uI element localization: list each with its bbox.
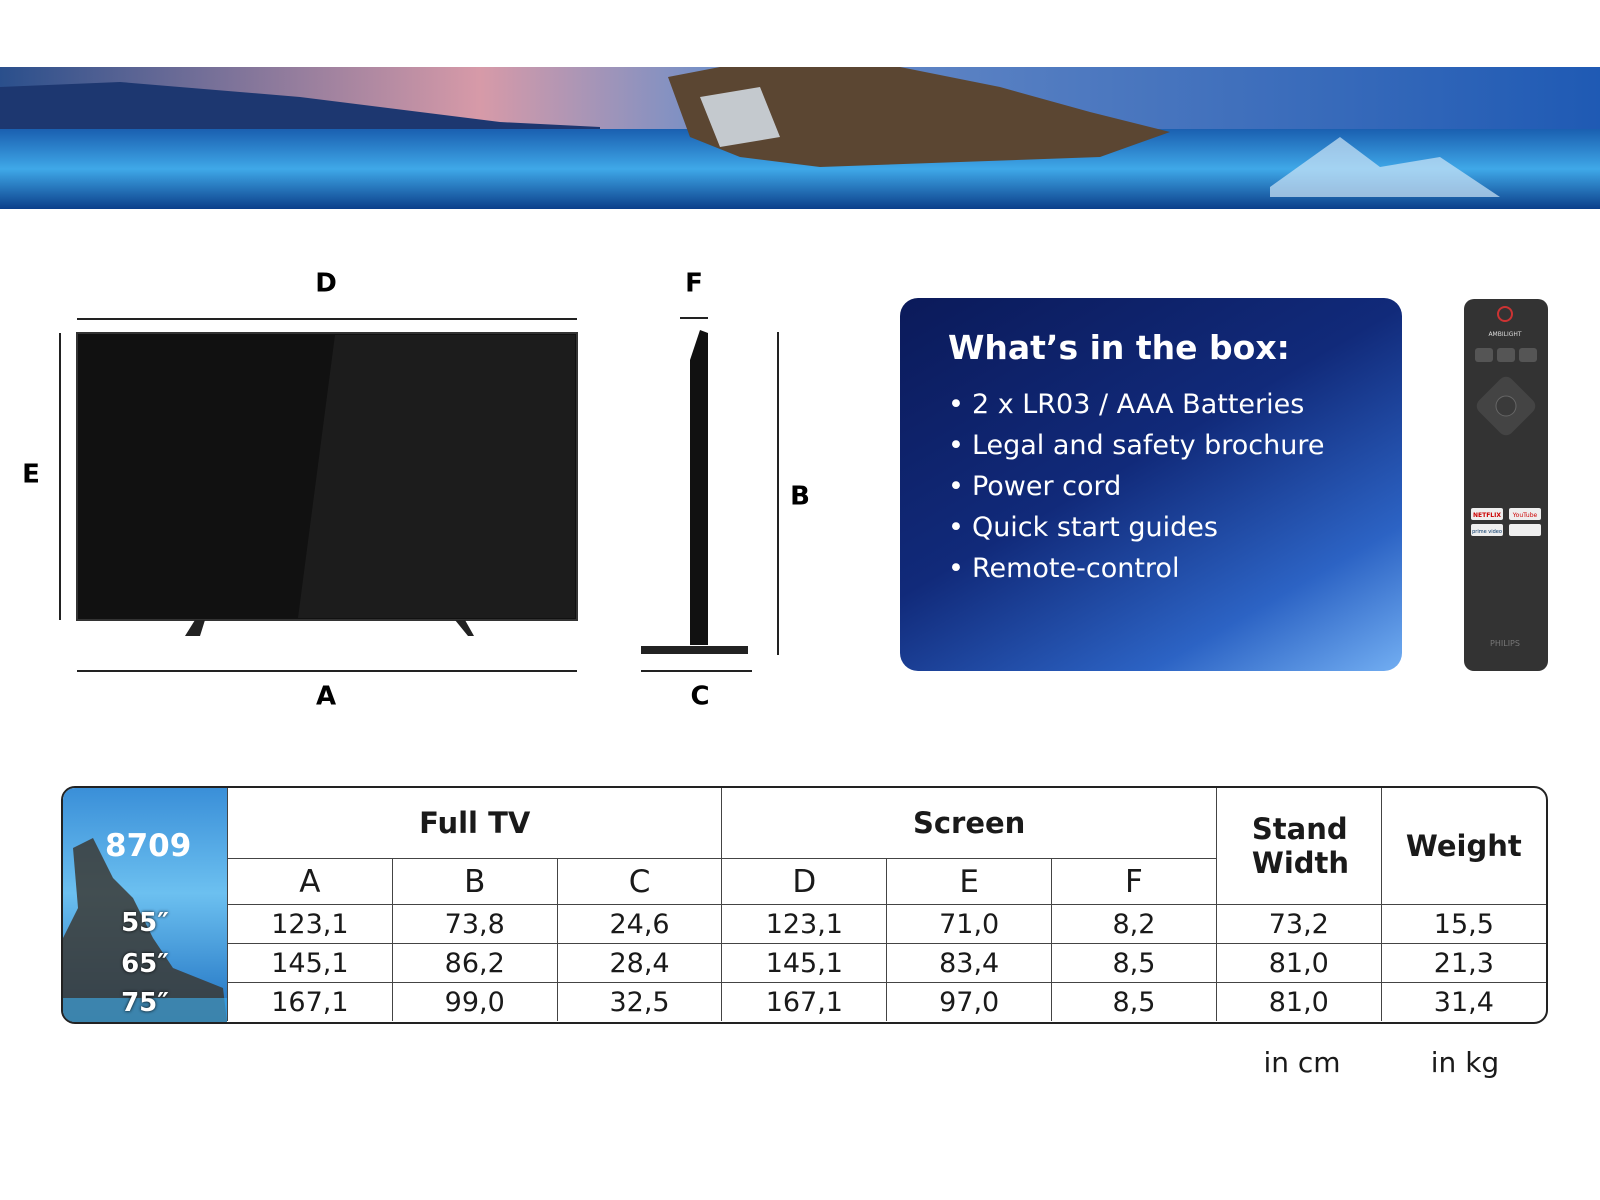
table-cell: 145,1 bbox=[227, 943, 393, 983]
dim-label: E bbox=[22, 460, 40, 490]
table-cell: 8,2 bbox=[1051, 904, 1217, 944]
tv-reflection bbox=[298, 335, 575, 618]
dim-label: D bbox=[315, 269, 337, 299]
dim-label: B bbox=[790, 482, 810, 512]
remote-body bbox=[1464, 299, 1548, 671]
table-cell: 167,1 bbox=[721, 982, 888, 1021]
box-item: Power cord bbox=[948, 466, 1325, 507]
button bbox=[1471, 508, 1503, 520]
unit-label: in cm bbox=[1263, 1046, 1341, 1079]
table-cell: 123,1 bbox=[721, 904, 888, 944]
table-cell: 81,0 bbox=[1215, 943, 1382, 983]
banner-art bbox=[0, 67, 1600, 209]
table-cell: 31,4 bbox=[1380, 982, 1546, 1021]
table-cell: 145,1 bbox=[721, 943, 888, 983]
box-item: Remote-control bbox=[948, 548, 1325, 589]
tv-stand bbox=[641, 646, 748, 654]
box-list: 2 x LR03 / AAA BatteriesLegal and safety… bbox=[948, 384, 1325, 589]
tv-feet bbox=[185, 620, 474, 636]
button bbox=[1497, 348, 1515, 362]
box-item: 2 x LR03 / AAA Batteries bbox=[948, 384, 1325, 425]
table-row: 167,1 99,0 32,5 167,1 97,0 8,5 81,0 31,4 bbox=[227, 982, 1546, 1021]
column-header: B bbox=[391, 858, 558, 905]
table-cell: 15,5 bbox=[1380, 904, 1546, 944]
dim-label: F bbox=[685, 269, 703, 299]
column-header: A bbox=[227, 858, 393, 905]
button bbox=[1509, 524, 1541, 536]
model-panel: 8709 55″ 65″ 75″ bbox=[63, 788, 227, 1022]
table-row: 145,1 86,2 28,4 145,1 83,4 8,5 81,0 21,3 bbox=[227, 943, 1546, 983]
table-cell: 167,1 bbox=[227, 982, 393, 1021]
remote: AMBILIGHT NETFLIX YouTube prime video PH… bbox=[1464, 299, 1548, 671]
table-cell: 24,6 bbox=[556, 904, 723, 944]
remote-label: YouTube bbox=[1512, 512, 1538, 519]
table-cell: 8,5 bbox=[1051, 943, 1217, 983]
button bbox=[1475, 348, 1493, 362]
button bbox=[1519, 348, 1537, 362]
table-cell: 99,0 bbox=[391, 982, 558, 1021]
remote-label: AMBILIGHT bbox=[1488, 331, 1521, 338]
box-item: Legal and safety brochure bbox=[948, 425, 1325, 466]
button bbox=[1509, 508, 1541, 520]
spec-table: 8709 55″ 65″ 75″ Full TV Screen Stand Widt… bbox=[61, 786, 1548, 1024]
remote-label: NETFLIX bbox=[1473, 512, 1501, 519]
group-header: Full TV bbox=[226, 788, 723, 859]
table-cell: 21,3 bbox=[1380, 943, 1546, 983]
dimension-drawings: D E A F B C bbox=[22, 269, 810, 712]
group-header: Stand Width bbox=[1215, 788, 1382, 905]
table-cell: 28,4 bbox=[556, 943, 723, 983]
table-row: 123,1 73,8 24,6 123,1 71,0 8,2 73,2 15,5 bbox=[227, 904, 1546, 944]
table-cell: 32,5 bbox=[556, 982, 723, 1021]
size-label: 65″ bbox=[121, 949, 169, 979]
ok-button bbox=[1495, 395, 1517, 417]
table-cell: 83,4 bbox=[886, 943, 1053, 983]
button bbox=[1471, 524, 1503, 536]
power-button bbox=[1497, 306, 1513, 322]
table-cell: 86,2 bbox=[391, 943, 558, 983]
column-header: C bbox=[556, 858, 723, 905]
column-header: D bbox=[721, 858, 888, 905]
tv-side bbox=[690, 330, 708, 645]
banner-image bbox=[0, 67, 1600, 209]
table-cell: 73,2 bbox=[1215, 904, 1382, 944]
table-cell: 73,8 bbox=[391, 904, 558, 944]
box-contents: What’s in the box: 2 x LR03 / AAA Batter… bbox=[900, 298, 1402, 671]
group-header: Screen bbox=[721, 788, 1217, 859]
table-cell: 81,0 bbox=[1215, 982, 1382, 1021]
size-label: 75″ bbox=[121, 988, 169, 1018]
panel-art bbox=[63, 838, 227, 1022]
column-header: E bbox=[886, 858, 1053, 905]
box-title: What’s in the box: bbox=[948, 328, 1290, 367]
unit-label: in kg bbox=[1430, 1046, 1500, 1079]
remote-label: prime video bbox=[1472, 529, 1502, 535]
table-cell: 123,1 bbox=[227, 904, 393, 944]
dim-label: C bbox=[690, 682, 709, 712]
dim-label: A bbox=[316, 682, 336, 712]
box-item: Quick start guides bbox=[948, 507, 1325, 548]
table-cell: 97,0 bbox=[886, 982, 1053, 1021]
model-number: 8709 bbox=[105, 828, 192, 864]
table-cell: 71,0 bbox=[886, 904, 1053, 944]
size-label: 55″ bbox=[121, 908, 169, 938]
table-cell: 8,5 bbox=[1051, 982, 1217, 1021]
remote-brand: PHILIPS bbox=[1490, 639, 1520, 648]
column-header: F bbox=[1051, 858, 1217, 905]
group-header: Weight bbox=[1380, 788, 1546, 905]
